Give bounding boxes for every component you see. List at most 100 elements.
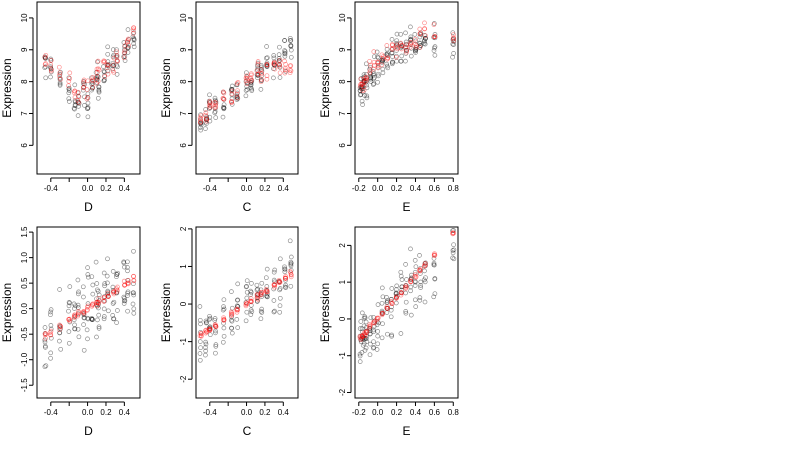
observed-point (66, 86, 72, 92)
fitted-point (370, 319, 376, 325)
observed-point (380, 56, 386, 62)
fitted-point (375, 63, 381, 68)
observed-point (258, 316, 264, 322)
observed-point (244, 74, 250, 80)
observed-point (277, 65, 283, 70)
observed-point (95, 74, 101, 80)
x-tick-label: 0.4 (119, 408, 131, 417)
fitted-point (254, 68, 260, 74)
observed-point (105, 256, 110, 262)
fitted-point (213, 100, 219, 106)
fitted-point (288, 68, 294, 74)
observed-point (198, 127, 204, 133)
plot-frame (354, 1, 459, 175)
observed-point (75, 99, 81, 105)
observed-point (244, 70, 249, 76)
observed-point (408, 284, 414, 290)
fitted-point (76, 310, 82, 315)
fitted-point (106, 294, 111, 299)
observed-point (213, 330, 218, 336)
observed-point (384, 63, 390, 69)
fitted-point (371, 49, 377, 54)
observed-point (125, 277, 131, 283)
observed-point (94, 302, 99, 307)
observed-point (272, 62, 278, 68)
observed-point (264, 64, 270, 69)
fitted-point (255, 297, 261, 302)
observed-point (229, 325, 235, 331)
observed-point (243, 88, 249, 93)
fitted-point (277, 62, 282, 68)
observed-point (235, 325, 241, 330)
fitted-point (276, 280, 282, 286)
fitted-point (89, 303, 95, 309)
observed-point (90, 317, 95, 323)
x-axis: -0.4 0.0 0.2 0.4 C (203, 401, 289, 438)
observed-point (399, 43, 405, 49)
fitted-point (125, 278, 131, 283)
observed-point (82, 94, 87, 100)
fitted-point (94, 81, 99, 86)
x-tick-label: 0.0 (241, 408, 253, 417)
observed-point (102, 283, 107, 289)
observed-point (364, 339, 370, 344)
fitted-point (95, 299, 100, 305)
fitted-point (379, 52, 385, 58)
fitted-point (114, 289, 120, 294)
fitted-point (212, 100, 218, 105)
observed-point (207, 315, 213, 321)
fitted-point (276, 278, 282, 284)
observed-point (93, 259, 99, 265)
fitted-point (121, 278, 127, 284)
observed-point (364, 95, 370, 101)
observed-point (203, 318, 209, 324)
observed-point (360, 334, 366, 340)
observed-point (110, 313, 116, 318)
fitted-point (105, 71, 111, 77)
observed-point (125, 268, 130, 274)
fitted-point (359, 334, 365, 340)
fitted-point (75, 312, 81, 317)
observed-point (259, 280, 265, 286)
observed-point (212, 106, 218, 111)
fitted-point (408, 40, 414, 46)
observed-point (197, 357, 203, 363)
fitted-point (204, 118, 210, 124)
fitted-point (248, 72, 254, 78)
observed-point (244, 283, 249, 289)
observed-point (89, 274, 95, 280)
observed-point (198, 112, 203, 118)
observed-point (96, 87, 102, 93)
observed-point (67, 300, 73, 306)
observed-point (57, 324, 62, 330)
observed-point (389, 61, 395, 67)
observed-point (380, 58, 385, 64)
observed-point (243, 93, 249, 99)
observed-point (221, 325, 227, 331)
fitted-point (90, 77, 96, 83)
observed-point (48, 74, 53, 80)
observed-point (412, 258, 418, 263)
fitted-point (228, 309, 234, 315)
series-fitted (357, 230, 457, 343)
observed-point (359, 84, 365, 90)
fitted-point (48, 328, 54, 334)
x-tick-label: 0.8 (448, 408, 460, 417)
observed-point (403, 283, 409, 288)
observed-point (81, 79, 86, 84)
observed-point (101, 78, 107, 84)
fitted-point (48, 57, 54, 63)
observed-point (105, 61, 111, 67)
fitted-point (94, 303, 100, 309)
fitted-point (271, 60, 277, 66)
observed-point (96, 305, 101, 311)
observed-point (114, 62, 120, 68)
observed-point (288, 260, 294, 266)
fitted-point (84, 96, 90, 102)
observed-point (111, 52, 117, 58)
x-tick-label: -0.4 (203, 408, 217, 417)
observed-point (361, 79, 367, 85)
observed-point (375, 79, 380, 85)
observed-point (431, 48, 437, 53)
observed-point (358, 337, 364, 343)
